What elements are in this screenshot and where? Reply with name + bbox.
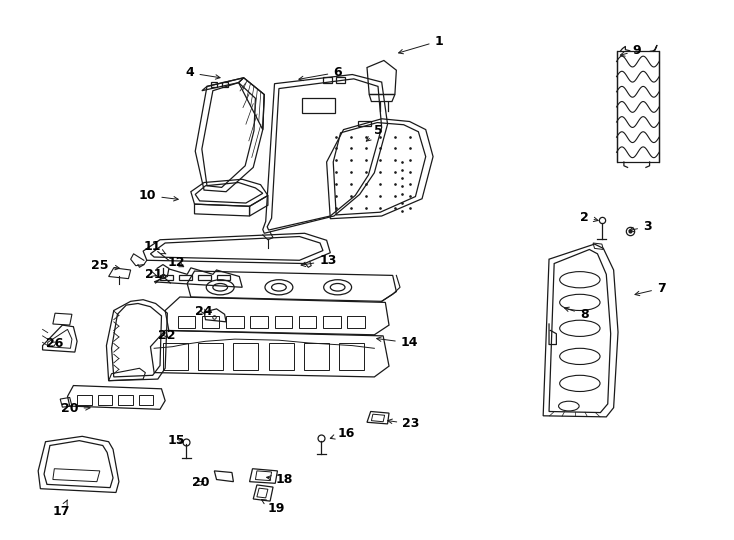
Text: 5: 5 [366,124,383,141]
Text: 14: 14 [377,336,418,349]
Text: 15: 15 [167,434,185,447]
Text: 19: 19 [261,500,286,515]
Text: 10: 10 [139,189,178,202]
Text: 23: 23 [388,417,420,430]
Text: 16: 16 [330,427,355,440]
Text: 3: 3 [629,220,652,233]
Text: 4: 4 [186,66,220,79]
Text: 22: 22 [158,329,175,342]
Text: 7: 7 [635,282,666,296]
Text: 12: 12 [167,256,185,269]
Text: 25: 25 [91,259,120,272]
Text: 2: 2 [580,211,598,224]
Text: 26: 26 [46,337,63,350]
Text: 21: 21 [145,268,163,281]
Text: 18: 18 [266,473,293,486]
Text: 9: 9 [620,44,642,57]
Text: 8: 8 [564,307,589,321]
Text: 17: 17 [53,500,70,518]
Text: 1: 1 [399,35,443,54]
Text: 11: 11 [143,240,166,254]
Text: 24: 24 [195,305,212,318]
Text: 20: 20 [61,402,90,415]
Text: 6: 6 [299,66,342,80]
Text: 13: 13 [301,254,337,267]
Text: 20: 20 [192,476,210,489]
